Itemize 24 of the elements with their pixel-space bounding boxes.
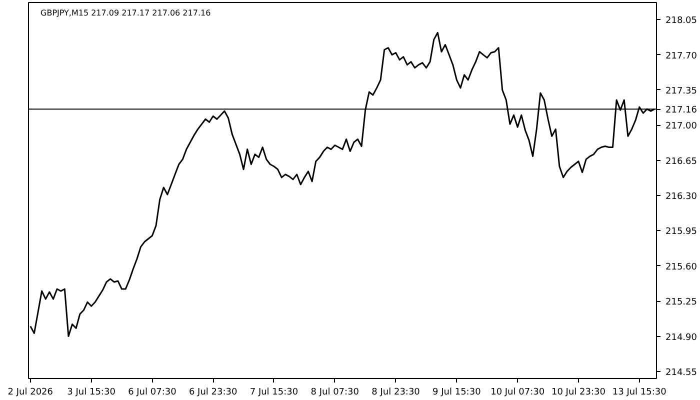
x-tick-label: 6 Jul 07:30 [128, 388, 177, 398]
y-tick-label: 214.90 [666, 332, 698, 343]
y-tick-label: 217.35 [666, 86, 697, 96]
y-tick-label: 214.55 [666, 368, 697, 378]
y-tick-label: 215.60 [666, 262, 698, 272]
x-tick-label: 10 Jul 07:30 [490, 388, 545, 398]
x-tick-label: 8 Jul 07:30 [310, 388, 360, 398]
x-tick-label: 3 Jul 15:30 [67, 388, 116, 398]
x-tick-label: 6 Jul 23:30 [188, 388, 238, 398]
x-tick-label: 13 Jul 15:30 [612, 388, 667, 398]
y-tick-label: 215.25 [666, 298, 697, 308]
y-tick-label: 216.65 [666, 156, 697, 167]
x-tick-label: 9 Jul 15:30 [432, 388, 482, 398]
x-tick-label: 2 Jul 2026 [8, 388, 54, 398]
x-tick-label: 8 Jul 23:30 [372, 388, 420, 398]
y-tick-label: 216.30 [666, 192, 698, 202]
text: GBPJPY,M15 217.09 217.17 217.06 217.16 [40, 8, 211, 18]
x-tick-label: 7 Jul 15:30 [250, 388, 298, 398]
ref-line-label: 217.16 [666, 106, 698, 116]
y-tick-label: 217.70 [666, 51, 698, 62]
x-tick-label: 10 Jul 23:30 [551, 388, 606, 398]
y-tick-label: 215.95 [666, 227, 697, 238]
y-tick-label: 218.05 [666, 16, 697, 26]
y-tick-label: 217.00 [666, 122, 698, 132]
